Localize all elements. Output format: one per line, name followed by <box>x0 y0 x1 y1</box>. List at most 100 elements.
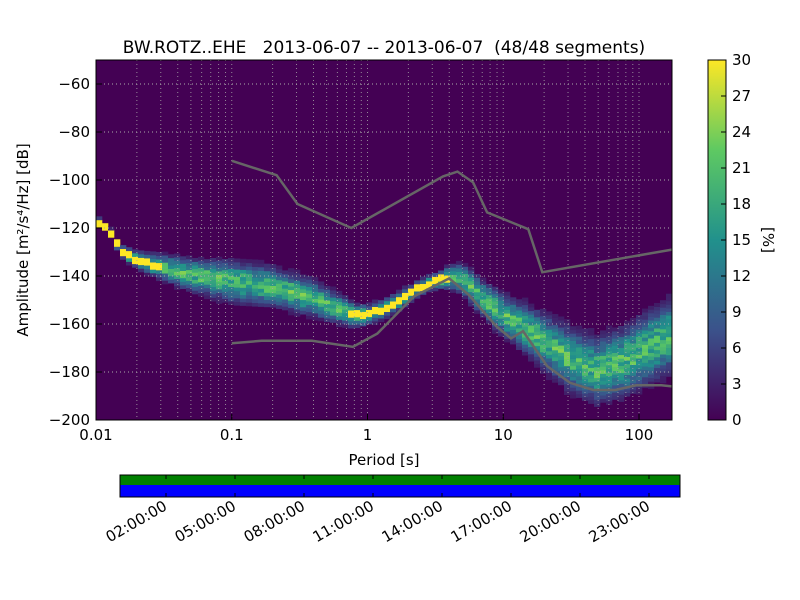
histogram-cell <box>222 291 229 296</box>
histogram-cell <box>432 273 439 277</box>
histogram-cell <box>612 338 619 343</box>
histogram-cell <box>288 304 295 309</box>
histogram-cell <box>234 280 241 284</box>
histogram-cell <box>660 354 667 359</box>
histogram-cell <box>498 311 505 315</box>
histogram-cell <box>576 332 583 337</box>
histogram-cell <box>564 369 571 374</box>
histogram-cell <box>618 336 625 341</box>
histogram-cell <box>576 365 583 370</box>
histogram-cell <box>390 308 397 313</box>
histogram-cell <box>234 283 241 288</box>
histogram-cell <box>522 326 529 331</box>
histogram-cell <box>468 284 475 289</box>
histogram-cell <box>528 346 535 351</box>
colorbar-tick-label: 27 <box>732 87 751 105</box>
histogram-cell <box>546 361 553 366</box>
histogram-cell <box>258 259 265 264</box>
histogram-cell <box>612 327 619 332</box>
histogram-cell <box>294 273 301 278</box>
histogram-cell <box>588 353 595 358</box>
histogram-cell <box>174 260 181 265</box>
histogram-cell <box>342 302 349 307</box>
histogram-cell <box>294 291 301 296</box>
histogram-cell <box>654 339 661 343</box>
histogram-cell <box>654 335 661 340</box>
histogram-cell <box>234 265 241 270</box>
histogram-cell <box>498 321 505 326</box>
histogram-cell <box>336 312 343 317</box>
histogram-cell <box>558 377 565 382</box>
histogram-cell <box>522 319 529 324</box>
histogram-cell <box>198 260 205 265</box>
histogram-cell <box>162 269 169 274</box>
histogram-cell <box>654 367 661 372</box>
histogram-cell <box>522 351 529 356</box>
histogram-cell <box>648 305 655 310</box>
histogram-cell <box>126 261 133 266</box>
histogram-cell <box>450 274 457 279</box>
histogram-cell <box>606 357 613 362</box>
histogram-cell <box>576 368 583 373</box>
histogram-cell <box>240 258 247 263</box>
colorbar-tick-label: 0 <box>732 411 742 429</box>
histogram-cell <box>222 287 229 292</box>
histogram-cell <box>582 397 589 401</box>
histogram-cell <box>540 352 547 356</box>
histogram-cell <box>636 376 643 381</box>
histogram-cell <box>582 361 589 365</box>
histogram-cell <box>186 284 193 289</box>
histogram-cell <box>276 283 283 288</box>
coverage-frame <box>119 474 681 498</box>
histogram-cell <box>312 284 319 289</box>
histogram-cell <box>630 332 637 337</box>
histogram-cell <box>618 380 625 384</box>
coverage-top-band <box>120 475 680 485</box>
histogram-cell <box>546 351 553 355</box>
histogram-cell <box>504 291 511 296</box>
histogram-cell <box>126 250 133 255</box>
histogram-cell <box>234 301 241 306</box>
histogram-cell <box>498 314 505 319</box>
histogram-cell <box>156 262 163 267</box>
histogram-cell <box>480 295 487 300</box>
histogram-cell <box>552 335 559 340</box>
histogram-cell <box>570 391 577 395</box>
histogram-cell <box>666 336 673 341</box>
histogram-cell <box>300 285 307 290</box>
histogram-cell <box>144 268 151 273</box>
histogram-cell <box>396 289 403 294</box>
histogram-cell <box>660 339 667 344</box>
histogram-cell <box>528 336 535 340</box>
histogram-cell <box>462 288 469 292</box>
histogram-cell <box>408 284 415 289</box>
histogram-cell <box>342 323 349 328</box>
histogram-cell <box>276 272 283 277</box>
histogram-cell <box>264 285 271 290</box>
histogram-cell <box>660 336 667 341</box>
histogram-cell <box>576 361 583 366</box>
histogram-cell <box>468 277 475 282</box>
histogram-cell <box>312 305 319 310</box>
histogram-cell <box>462 284 469 289</box>
histogram-cell <box>138 254 145 258</box>
histogram-cell <box>564 365 571 370</box>
histogram-cell <box>522 348 529 352</box>
histogram-cell <box>642 326 649 331</box>
histogram-cell <box>546 322 553 327</box>
histogram-cell <box>522 301 529 306</box>
histogram-cell <box>414 294 421 299</box>
histogram-cell <box>360 311 367 316</box>
histogram-cell <box>558 345 565 350</box>
histogram-cell <box>534 309 541 314</box>
histogram-cell <box>270 296 277 301</box>
histogram-cell <box>564 387 571 392</box>
histogram-cell <box>570 387 577 392</box>
histogram-cell <box>474 292 481 296</box>
histogram-cell <box>288 289 295 294</box>
histogram-cell <box>372 317 379 322</box>
histogram-cell <box>348 303 355 307</box>
histogram-cell <box>420 283 427 288</box>
histogram-cell <box>570 355 577 359</box>
histogram-cell <box>258 263 265 268</box>
